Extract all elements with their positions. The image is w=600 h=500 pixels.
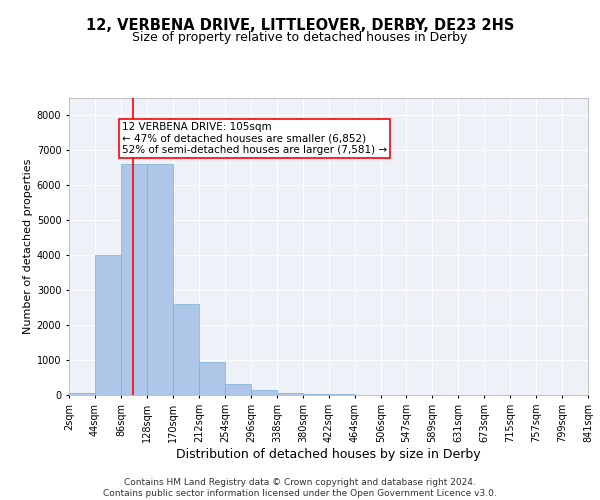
Bar <box>147 164 173 395</box>
Bar <box>173 304 199 395</box>
Bar <box>329 394 355 395</box>
X-axis label: Distribution of detached houses by size in Derby: Distribution of detached houses by size … <box>176 448 481 460</box>
Bar <box>95 255 121 395</box>
Bar <box>303 394 329 395</box>
Text: Size of property relative to detached houses in Derby: Size of property relative to detached ho… <box>133 31 467 44</box>
Bar <box>277 392 302 395</box>
Y-axis label: Number of detached properties: Number of detached properties <box>23 158 32 334</box>
Bar <box>199 362 224 395</box>
Bar <box>69 393 95 395</box>
Text: 12, VERBENA DRIVE, LITTLEOVER, DERBY, DE23 2HS: 12, VERBENA DRIVE, LITTLEOVER, DERBY, DE… <box>86 18 514 32</box>
Text: Contains HM Land Registry data © Crown copyright and database right 2024.
Contai: Contains HM Land Registry data © Crown c… <box>103 478 497 498</box>
Bar <box>225 384 251 395</box>
Bar <box>121 164 146 395</box>
Text: 12 VERBENA DRIVE: 105sqm
← 47% of detached houses are smaller (6,852)
52% of sem: 12 VERBENA DRIVE: 105sqm ← 47% of detach… <box>122 122 388 155</box>
Bar <box>251 390 277 395</box>
